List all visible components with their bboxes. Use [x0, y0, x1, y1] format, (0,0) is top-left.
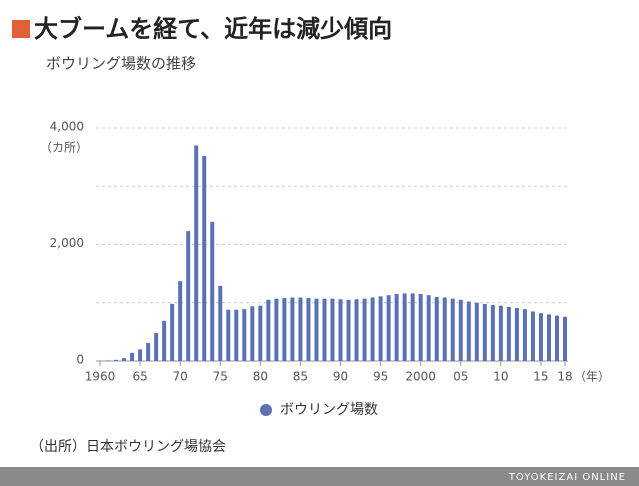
x-tick-label: 75: [213, 370, 228, 384]
bar: [410, 293, 415, 361]
source: （出所）日本ボウリング場協会: [30, 439, 226, 455]
bar: [362, 298, 367, 361]
x-tick-label: 18: [557, 370, 572, 384]
bar: [170, 303, 175, 361]
bar: [226, 309, 231, 361]
bar: [530, 311, 535, 361]
chart-title: 大ブームを経て、近年は減少傾向: [34, 15, 392, 43]
bar: [522, 309, 527, 361]
bar: [386, 295, 391, 361]
bar: [506, 306, 511, 361]
x-tick-label: 05: [453, 370, 468, 384]
bar: [418, 294, 423, 361]
bar: [154, 333, 159, 361]
bar: [210, 221, 215, 361]
bar: [482, 303, 487, 361]
legend-label: ボウリング場数: [280, 402, 378, 418]
bar: [563, 316, 567, 361]
x-tick-label: 85: [293, 370, 308, 384]
bar: [378, 296, 383, 361]
bar: [282, 298, 287, 361]
bar: [186, 231, 191, 361]
x-unit: （年）: [574, 370, 610, 384]
bar: [122, 358, 127, 361]
bar: [546, 314, 551, 361]
y-unit: （カ所）: [40, 141, 88, 155]
y-tick-label: 0: [76, 353, 84, 367]
footer-bar: [0, 467, 639, 486]
bar: [114, 359, 119, 361]
bar: [106, 360, 111, 361]
chart-subtitle: ボウリング場数の推移: [46, 55, 196, 73]
bar: [138, 349, 143, 361]
bar: [306, 298, 311, 361]
bar: [394, 294, 399, 361]
bar: [218, 285, 223, 361]
x-tick-label: 65: [132, 370, 147, 384]
x-tick-label: 15: [533, 370, 548, 384]
bar: [162, 320, 167, 361]
bar: [402, 293, 407, 361]
bar: [498, 305, 503, 361]
bar: [514, 307, 519, 361]
x-tick-label: 1960: [85, 370, 116, 384]
bar: [354, 299, 359, 361]
x-tick-label: 80: [253, 370, 268, 384]
bar: [370, 297, 375, 361]
bar: [474, 302, 479, 361]
title-marker: [12, 20, 30, 38]
bar: [466, 301, 471, 361]
bar: [426, 295, 431, 361]
bar: [194, 145, 199, 361]
bar: [322, 298, 327, 361]
bar: [442, 297, 447, 361]
bar: [242, 309, 247, 361]
bar: [266, 299, 271, 361]
bar: [178, 281, 183, 361]
bar: [130, 352, 135, 361]
bar: [450, 298, 455, 361]
bar: [234, 309, 239, 361]
bar: [290, 297, 295, 361]
bar: [298, 297, 303, 361]
x-tick-label: 95: [373, 370, 388, 384]
bar: [274, 298, 279, 361]
x-tick-label: 2000: [405, 370, 436, 384]
bar: [346, 299, 351, 361]
y-tick-label: 2,000: [50, 236, 84, 250]
bar: [250, 306, 255, 361]
bar: [202, 155, 207, 361]
x-tick-label: 90: [333, 370, 348, 384]
bar: [554, 315, 559, 361]
legend-swatch: [260, 404, 272, 416]
footer: TOYOKEIZAI ONLINE: [508, 472, 626, 483]
bar: [338, 299, 343, 361]
bar: [490, 305, 495, 361]
x-tick-label: 70: [173, 370, 188, 384]
bar: [258, 305, 263, 361]
bar: [538, 313, 543, 361]
y-tick-label: 4,000: [50, 120, 84, 134]
bar: [458, 299, 463, 361]
bar: [434, 296, 439, 361]
bar: [146, 342, 151, 361]
x-tick-label: 10: [493, 370, 508, 384]
bar: [314, 298, 319, 361]
bar: [330, 298, 335, 361]
